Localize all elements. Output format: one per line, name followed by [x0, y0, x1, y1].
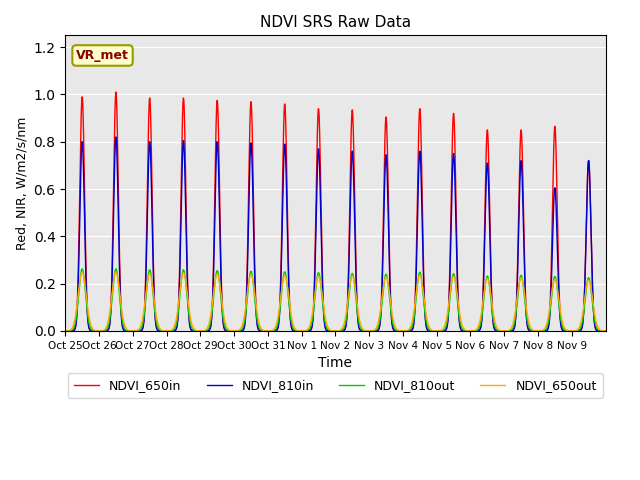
NDVI_810in [602, 328, 609, 334]
NDVI_810in [519, 209, 527, 215]
NDVI_650out [487, 290, 495, 296]
NDVI_810in [452, 234, 460, 240]
NDVI_810out [404, 328, 412, 334]
NDVI_810in [404, 328, 412, 334]
Text: VR_met: VR_met [76, 49, 129, 62]
NDVI_650in [602, 328, 609, 334]
NDVI_810out [487, 294, 495, 300]
Line: NDVI_650out: NDVI_650out [65, 272, 605, 331]
NDVI_810in [112, 134, 120, 140]
NDVI_810out [602, 328, 609, 334]
Line: NDVI_810out: NDVI_810out [65, 269, 605, 331]
NDVI_810out [78, 266, 86, 272]
NDVI_650out [172, 317, 180, 323]
NDVI_650out [519, 281, 527, 287]
NDVI_810out [452, 286, 460, 292]
NDVI_650in [404, 328, 412, 334]
NDVI_650in [452, 212, 460, 218]
NDVI_650out [602, 328, 609, 334]
NDVI_810in [487, 266, 495, 272]
NDVI_810in [172, 326, 180, 332]
Line: NDVI_810in: NDVI_810in [65, 137, 605, 331]
NDVI_650in [519, 188, 527, 193]
NDVI_810out [61, 328, 69, 334]
NDVI_650in [172, 326, 180, 332]
NDVI_650in [112, 89, 120, 95]
Line: NDVI_650in: NDVI_650in [65, 92, 605, 331]
NDVI_810out [596, 328, 604, 334]
NDVI_650out [596, 327, 604, 333]
NDVI_810out [172, 323, 180, 328]
Legend: NDVI_650in, NDVI_810in, NDVI_810out, NDVI_650out: NDVI_650in, NDVI_810in, NDVI_810out, NDV… [68, 373, 603, 398]
Y-axis label: Red, NIR, W/m2/s/nm: Red, NIR, W/m2/s/nm [15, 117, 28, 250]
NDVI_810in [596, 328, 604, 334]
NDVI_650in [596, 328, 604, 334]
NDVI_650out [452, 284, 460, 290]
X-axis label: Time: Time [318, 356, 353, 370]
Title: NDVI SRS Raw Data: NDVI SRS Raw Data [260, 15, 411, 30]
NDVI_810out [519, 281, 527, 287]
NDVI_810in [61, 328, 69, 334]
NDVI_650in [61, 328, 69, 334]
NDVI_650out [61, 328, 69, 334]
NDVI_650out [78, 269, 86, 275]
NDVI_650in [487, 254, 495, 260]
NDVI_650out [404, 327, 412, 333]
